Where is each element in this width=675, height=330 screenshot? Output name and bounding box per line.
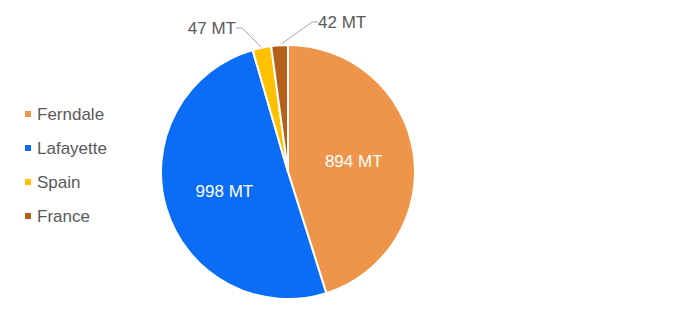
svg-text:France: France [37,207,90,226]
svg-text:Spain: Spain [37,173,80,192]
svg-text:Ferndale: Ferndale [37,105,104,124]
svg-text:42 MT: 42 MT [318,13,366,32]
svg-text:998 MT: 998 MT [196,182,254,201]
svg-text:894 MT: 894 MT [325,152,383,171]
svg-text:Lafayette: Lafayette [37,139,107,158]
svg-text:47 MT: 47 MT [188,19,236,38]
